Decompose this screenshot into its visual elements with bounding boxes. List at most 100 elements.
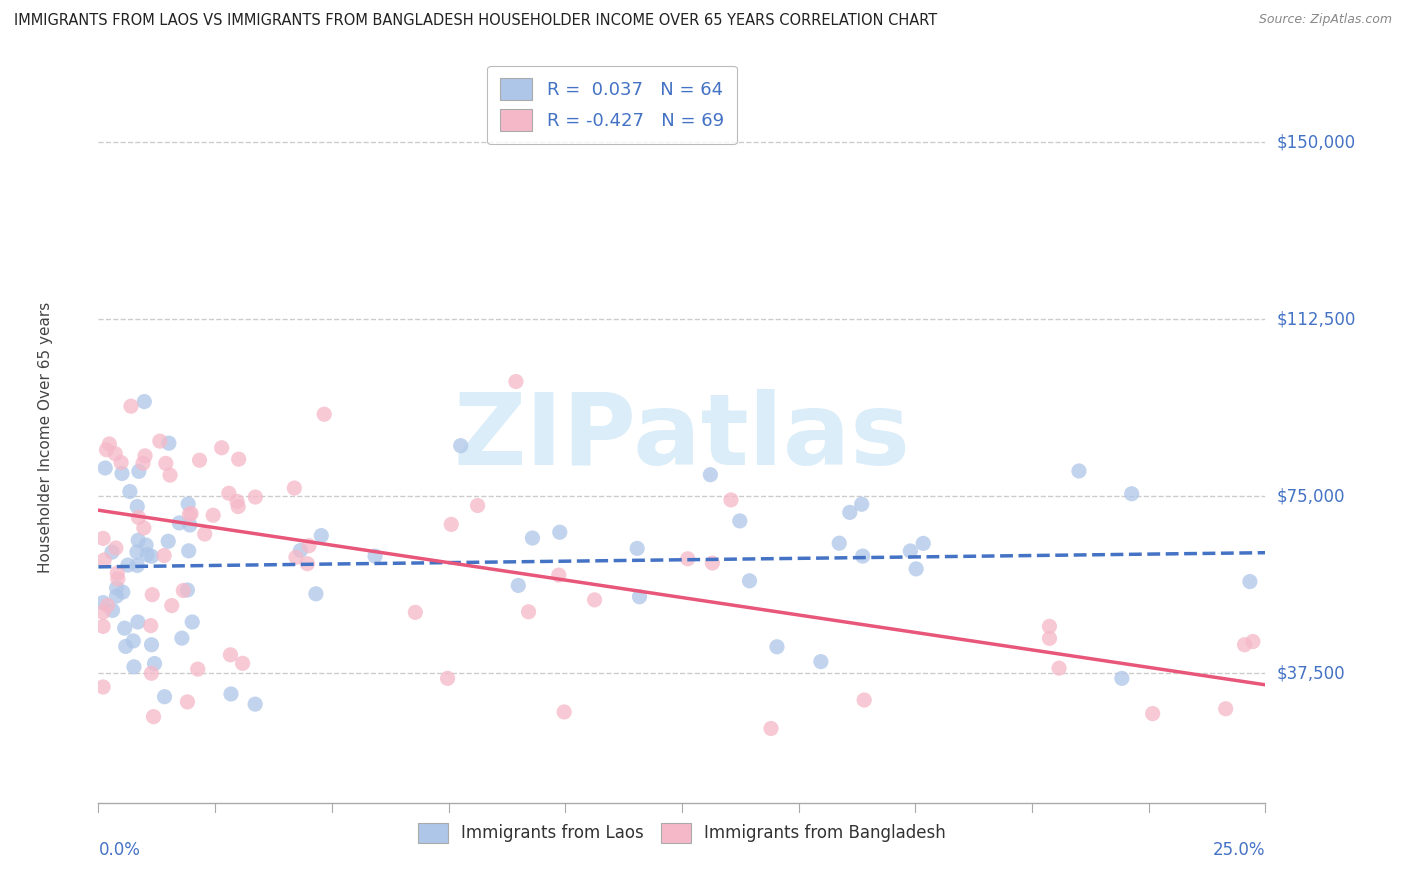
- Point: [110, 456, 132, 470]
- Point: [305, 587, 328, 601]
- Point: [127, 558, 149, 573]
- Point: [94, 461, 117, 475]
- Point: [180, 507, 202, 521]
- Point: [104, 447, 127, 461]
- Point: [132, 521, 155, 535]
- Point: [91, 596, 114, 610]
- Point: [153, 690, 176, 704]
- Point: [105, 566, 128, 580]
- Point: [179, 518, 201, 533]
- Text: ZIPatlas: ZIPatlas: [454, 389, 910, 485]
- Point: [170, 631, 193, 645]
- Text: $150,000: $150,000: [1277, 133, 1355, 151]
- Text: $37,500: $37,500: [1277, 664, 1346, 682]
- Point: [1241, 634, 1264, 648]
- Point: [1047, 661, 1070, 675]
- Text: $75,000: $75,000: [1277, 487, 1346, 505]
- Point: [134, 394, 156, 409]
- Point: [194, 527, 217, 541]
- Point: [547, 568, 569, 582]
- Point: [177, 544, 200, 558]
- Point: [364, 549, 387, 563]
- Point: [188, 453, 211, 467]
- Point: [127, 533, 149, 548]
- Point: [91, 619, 114, 633]
- Point: [548, 525, 571, 540]
- Point: [245, 490, 267, 504]
- Point: [128, 464, 150, 478]
- Point: [505, 375, 527, 389]
- Point: [104, 541, 127, 555]
- Point: [202, 508, 225, 523]
- Point: [467, 499, 489, 513]
- Point: [626, 541, 648, 556]
- Point: [176, 695, 198, 709]
- Point: [141, 666, 163, 681]
- Point: [218, 486, 240, 500]
- Point: [176, 582, 198, 597]
- Point: [120, 399, 142, 413]
- Point: [838, 505, 860, 519]
- Point: [101, 545, 124, 559]
- Point: [1111, 671, 1133, 685]
- Point: [699, 467, 721, 482]
- Point: [179, 508, 201, 522]
- Point: [898, 544, 921, 558]
- Point: [96, 599, 118, 613]
- Point: [101, 603, 124, 617]
- Point: [228, 452, 250, 467]
- Point: [297, 557, 319, 571]
- Point: [107, 572, 129, 586]
- Point: [141, 588, 163, 602]
- Point: [290, 543, 312, 558]
- Point: [93, 553, 115, 567]
- Point: [1067, 464, 1090, 478]
- Point: [517, 605, 540, 619]
- Text: IMMIGRANTS FROM LAOS VS IMMIGRANTS FROM BANGLADESH HOUSEHOLDER INCOME OVER 65 YE: IMMIGRANTS FROM LAOS VS IMMIGRANTS FROM …: [14, 13, 938, 29]
- Point: [851, 497, 873, 511]
- Point: [98, 437, 121, 451]
- Point: [1239, 574, 1261, 589]
- Point: [766, 640, 789, 654]
- Point: [522, 531, 544, 545]
- Point: [508, 578, 530, 592]
- Text: 0.0%: 0.0%: [98, 840, 141, 859]
- Point: [450, 439, 472, 453]
- Point: [157, 534, 180, 549]
- Point: [810, 655, 832, 669]
- Point: [298, 539, 321, 553]
- Point: [284, 550, 307, 565]
- Point: [125, 545, 148, 559]
- Point: [852, 549, 875, 563]
- Point: [122, 660, 145, 674]
- Text: 25.0%: 25.0%: [1213, 840, 1265, 859]
- Point: [232, 657, 254, 671]
- Point: [91, 605, 114, 619]
- Point: [219, 648, 242, 662]
- Point: [132, 456, 155, 470]
- Point: [149, 434, 172, 449]
- Point: [283, 481, 305, 495]
- Point: [114, 621, 136, 635]
- Point: [912, 536, 935, 550]
- Point: [141, 549, 163, 564]
- Legend: Immigrants from Laos, Immigrants from Bangladesh: Immigrants from Laos, Immigrants from Ba…: [408, 813, 956, 853]
- Point: [135, 538, 157, 552]
- Point: [1142, 706, 1164, 721]
- Point: [628, 590, 651, 604]
- Point: [157, 436, 180, 450]
- Point: [177, 497, 200, 511]
- Point: [905, 562, 928, 576]
- Point: [127, 500, 149, 514]
- Point: [139, 618, 162, 632]
- Point: [187, 662, 209, 676]
- Point: [759, 722, 782, 736]
- Point: [702, 556, 724, 570]
- Point: [127, 510, 149, 524]
- Point: [127, 615, 149, 629]
- Point: [143, 657, 166, 671]
- Point: [226, 494, 249, 508]
- Point: [404, 605, 426, 619]
- Point: [105, 581, 128, 595]
- Point: [91, 532, 114, 546]
